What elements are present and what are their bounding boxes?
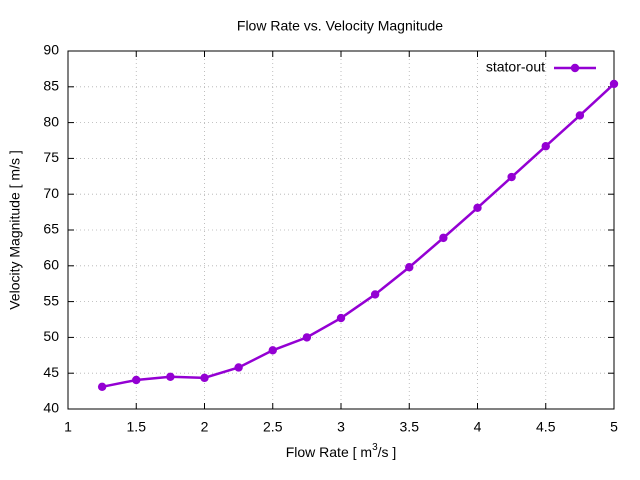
point <box>336 313 346 323</box>
point <box>268 346 277 355</box>
y-tick-label: 50 <box>43 328 59 344</box>
y-tick-label: 80 <box>43 113 59 129</box>
x-tick-label: 5 <box>610 419 618 435</box>
point <box>166 372 175 381</box>
x-tick-label: 2.5 <box>263 419 283 435</box>
x-axis-label-superscript: 3 <box>372 442 378 453</box>
point <box>473 203 482 213</box>
point <box>507 172 516 182</box>
x-tick-label: 3 <box>337 419 345 435</box>
x-tick-label: 1 <box>64 419 72 435</box>
y-tick-label: 85 <box>43 78 59 94</box>
y-tick-label: 40 <box>43 400 59 416</box>
y-tick-label: 60 <box>43 257 59 273</box>
point <box>132 375 141 385</box>
legend-marker <box>570 63 580 73</box>
point <box>234 363 243 372</box>
x-tick-label: 4.5 <box>536 419 556 435</box>
point <box>405 263 414 272</box>
y-tick-label: 65 <box>43 221 59 237</box>
point <box>609 79 619 89</box>
x-axis-label: Flow Rate [ m3/s ] <box>286 442 397 460</box>
legend-label: stator-out <box>486 59 545 75</box>
y-tick-label: 75 <box>43 149 59 165</box>
series-line <box>101 83 615 389</box>
y-tick-label: 55 <box>43 292 59 308</box>
x-tick-label: 1.5 <box>127 419 147 435</box>
chart-title: Flow Rate vs. Velocity Magnitude <box>237 18 443 34</box>
x-tick-label: 2 <box>201 419 209 435</box>
y-tick-label: 70 <box>43 185 59 201</box>
point <box>97 382 107 392</box>
plot-frame <box>67 50 615 410</box>
point <box>541 142 550 151</box>
point <box>439 233 448 243</box>
y-tick-label: 90 <box>43 42 59 58</box>
point <box>200 373 209 383</box>
x-tick-label: 4 <box>474 419 482 435</box>
x-tick-label: 3.5 <box>400 419 420 435</box>
x-axis-label-part: /s ] <box>378 444 397 460</box>
point <box>575 111 585 120</box>
y-tick-label: 45 <box>43 364 59 380</box>
point <box>370 290 380 299</box>
x-axis-label-part: Flow Rate [ m <box>286 444 372 460</box>
point <box>302 333 312 342</box>
y-axis-label: Velocity Magnitude [ m/s ] <box>7 150 23 310</box>
